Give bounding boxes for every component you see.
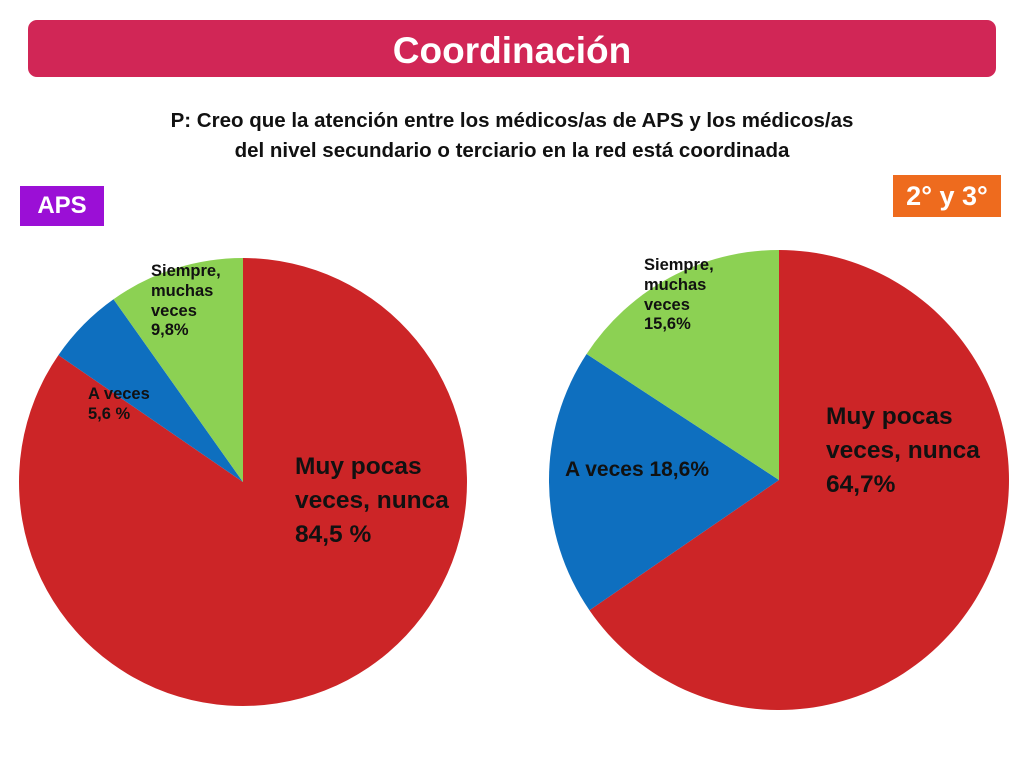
label-aps-muy-pocas: Muy pocas veces, nunca 84,5 %: [295, 453, 449, 548]
page-title: Coordinación: [28, 20, 996, 77]
aps-slice-a-veces: [58, 299, 244, 482]
label-secondary-siempre: Siempre, muchas veces 15,6%: [644, 256, 714, 334]
aps-slice-muy-pocas: [19, 258, 468, 706]
label-secondary-muy-pocas: Muy pocas veces, nunca 64,7%: [826, 403, 980, 498]
question-line-1: P: Creo que la atención entre los médico…: [170, 109, 854, 132]
secondary-slice-siempre: [586, 250, 779, 480]
secondary-slice-muy-pocas: [589, 250, 1009, 710]
label-aps-a-veces: A veces 5,6 %: [88, 385, 150, 423]
aps-slice-siempre: [113, 258, 243, 482]
secondary-tertiary-badge: 2° y 3°: [893, 175, 1001, 217]
question-line-2: del nivel secundario o terciario en la r…: [234, 139, 790, 162]
label-aps-siempre: Siempre, muchas veces 9,8%: [151, 262, 221, 340]
question-text: P: Creo que la atención entre los médico…: [40, 106, 984, 166]
label-secondary-a-veces: A veces 18,6%: [565, 458, 709, 481]
aps-badge: APS: [20, 186, 104, 226]
secondary-slice-a-veces: [549, 354, 779, 611]
